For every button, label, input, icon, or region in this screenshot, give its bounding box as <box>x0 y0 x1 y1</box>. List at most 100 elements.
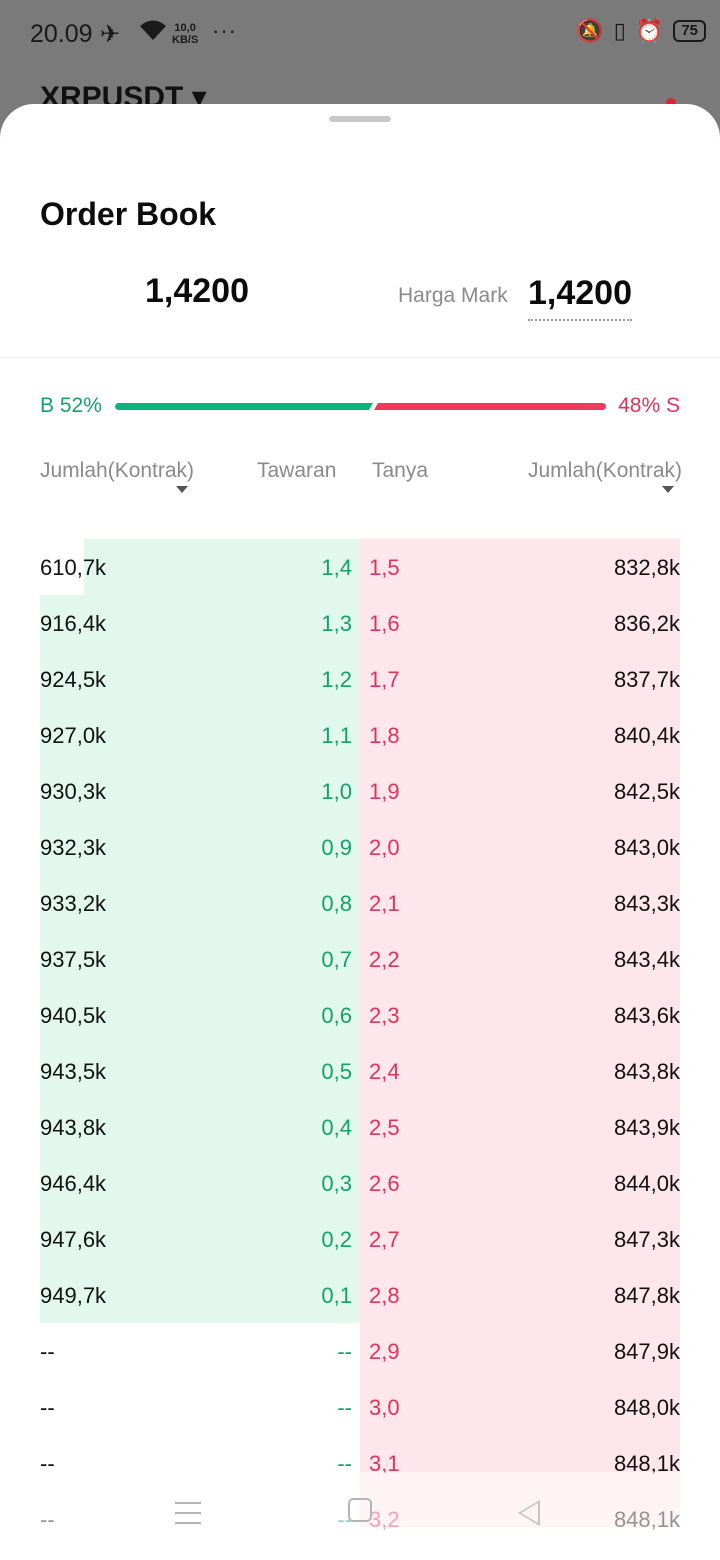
ask-price-cell: 2,9 <box>369 1339 400 1364</box>
bid-qty-cell: -- <box>40 1451 55 1476</box>
ask-qty-cell: 832,8k <box>613 555 680 580</box>
bid-price-cell: 0,6 <box>321 1003 352 1028</box>
table-row[interactable]: 943,5k 0,5 2,4 843,8k <box>0 1043 720 1099</box>
bid-qty-cell: 940,5k <box>40 1003 107 1028</box>
ask-price-cell: 1,6 <box>369 611 400 636</box>
table-row[interactable]: 946,4k 0,3 2,6 844,0k <box>0 1155 720 1211</box>
ask-price-cell: 3,0 <box>369 1395 400 1420</box>
bid-qty-cell: 933,2k <box>40 891 107 916</box>
table-row[interactable]: 937,5k 0,7 2,2 843,4k <box>0 931 720 987</box>
wifi-icon <box>138 18 168 47</box>
table-row[interactable]: 916,4k 1,3 1,6 836,2k <box>0 595 720 651</box>
ask-qty-header[interactable]: Jumlah(Kontrak) <box>528 459 683 482</box>
net-speed-unit: KB/S <box>172 34 199 46</box>
divider <box>0 357 720 358</box>
back-icon[interactable] <box>518 1500 540 1526</box>
ask-qty-cell: 847,3k <box>613 1227 680 1252</box>
ask-price-cell: 2,5 <box>369 1115 400 1140</box>
bid-qty-cell: 930,3k <box>40 779 107 804</box>
table-row[interactable]: -- -- 2,9 847,9k <box>0 1323 720 1379</box>
bid-price-cell: 0,2 <box>321 1227 352 1252</box>
bid-price-cell: 0,3 <box>321 1171 352 1196</box>
ask-qty-cell: 843,6k <box>613 1003 680 1028</box>
ask-depth-bar <box>360 539 680 1527</box>
ask-price-header: Tanya <box>372 459 429 482</box>
ask-qty-cell: 842,5k <box>613 779 680 804</box>
sell-ratio-label: 48% S <box>618 394 680 417</box>
menu-icon[interactable] <box>175 1502 201 1532</box>
mark-price-value[interactable]: 1,4200 <box>528 274 632 321</box>
ask-price-cell: 2,4 <box>369 1059 400 1084</box>
ask-qty-cell: 836,2k <box>613 611 680 636</box>
bid-price-cell: -- <box>337 1395 352 1420</box>
net-speed: 10,0 KB/S <box>172 22 198 46</box>
ask-price-cell: 1,7 <box>369 667 400 692</box>
ask-price-cell: 3,1 <box>369 1451 400 1476</box>
ask-qty-cell: 843,8k <box>613 1059 680 1084</box>
table-row[interactable]: 930,3k 1,0 1,9 842,5k <box>0 763 720 819</box>
bid-qty-cell: 927,0k <box>40 723 107 748</box>
net-speed-value: 10,0 <box>174 22 196 34</box>
more-dots-icon: ··· <box>212 18 237 43</box>
bid-price-cell: 0,5 <box>321 1059 352 1084</box>
vibrate-icon: ▯ <box>613 18 626 43</box>
table-row[interactable]: 610,7k 1,4 1,5 832,8k <box>0 539 720 595</box>
table-row[interactable]: 924,5k 1,2 1,7 837,7k <box>0 651 720 707</box>
status-time: 20.09 <box>30 20 93 48</box>
table-row[interactable]: 940,5k 0,6 2,3 843,6k <box>0 987 720 1043</box>
ask-price-cell: 2,3 <box>369 1003 400 1028</box>
ask-qty-cell: 837,7k <box>613 667 680 692</box>
ask-price-cell: 2,8 <box>369 1283 400 1308</box>
bid-qty-cell: 947,6k <box>40 1227 107 1252</box>
bid-depth-bar <box>40 595 360 1323</box>
chevron-down-icon[interactable] <box>662 486 674 493</box>
chevron-down-icon[interactable] <box>176 486 188 493</box>
table-row[interactable]: 947,6k 0,2 2,7 847,3k <box>0 1211 720 1267</box>
home-icon[interactable] <box>348 1498 372 1522</box>
ask-price-cell: 2,7 <box>369 1227 400 1252</box>
bid-price-cell: -- <box>337 1451 352 1476</box>
table-row[interactable]: 927,0k 1,1 1,8 840,4k <box>0 707 720 763</box>
bid-qty-cell: 949,7k <box>40 1283 107 1308</box>
bid-price-cell: 1,4 <box>321 555 352 580</box>
bid-price-header: Tawaran <box>257 459 337 482</box>
last-price: 1,4200 <box>145 272 249 310</box>
ask-price-cell: 2,6 <box>369 1171 400 1196</box>
ask-qty-cell: 840,4k <box>613 723 680 748</box>
ask-qty-cell: 848,0k <box>613 1395 680 1420</box>
bid-price-cell: 1,1 <box>321 723 352 748</box>
ask-qty-cell: 844,0k <box>613 1171 680 1196</box>
airplane-icon: ✈ <box>100 21 121 48</box>
table-row[interactable]: -- -- 3,1 848,1k <box>0 1435 720 1491</box>
ask-qty-cell: 847,9k <box>613 1339 680 1364</box>
table-row[interactable]: 949,7k 0,1 2,8 847,8k <box>0 1267 720 1323</box>
bid-qty-header[interactable]: Jumlah(Kontrak) <box>40 459 195 482</box>
status-icons: 🔕 ▯ ⏰ 75 <box>576 18 706 44</box>
alarm-icon: ⏰ <box>635 18 664 43</box>
ask-qty-cell: 843,3k <box>613 891 680 916</box>
bid-price-cell: -- <box>337 1339 352 1364</box>
bid-qty-cell: 924,5k <box>40 667 107 692</box>
order-rows: 610,7k 1,4 1,5 832,8k 916,4k 1,3 1,6 836,2k 924,… <box>0 539 720 1547</box>
bid-qty-cell: 946,4k <box>40 1171 107 1196</box>
bid-qty-cell: -- <box>40 1339 55 1364</box>
mark-price-label: Harga Mark <box>398 284 508 307</box>
ask-price-cell: 1,9 <box>369 779 400 804</box>
ask-price-cell: 2,1 <box>369 891 400 916</box>
table-row[interactable]: 933,2k 0,8 2,1 843,3k <box>0 875 720 931</box>
sheet-drag-handle[interactable] <box>329 116 391 122</box>
table-row[interactable]: 943,8k 0,4 2,5 843,9k <box>0 1099 720 1155</box>
ask-qty-cell: 847,8k <box>613 1283 680 1308</box>
ask-qty-cell: 843,0k <box>613 835 680 860</box>
ask-price-cell: 1,8 <box>369 723 400 748</box>
ask-qty-cell: 843,9k <box>613 1115 680 1140</box>
bid-price-cell: 1,3 <box>321 611 352 636</box>
bid-price-cell: 0,4 <box>321 1115 352 1140</box>
table-row[interactable]: 932,3k 0,9 2,0 843,0k <box>0 819 720 875</box>
ask-price-cell: 2,0 <box>369 835 400 860</box>
sheet-title: Order Book <box>40 196 217 232</box>
bell-muted-icon: 🔕 <box>576 18 604 43</box>
ask-qty-cell: 843,4k <box>613 947 680 972</box>
ask-price-cell: 2,2 <box>369 947 400 972</box>
table-row[interactable]: -- -- 3,0 848,0k <box>0 1379 720 1435</box>
